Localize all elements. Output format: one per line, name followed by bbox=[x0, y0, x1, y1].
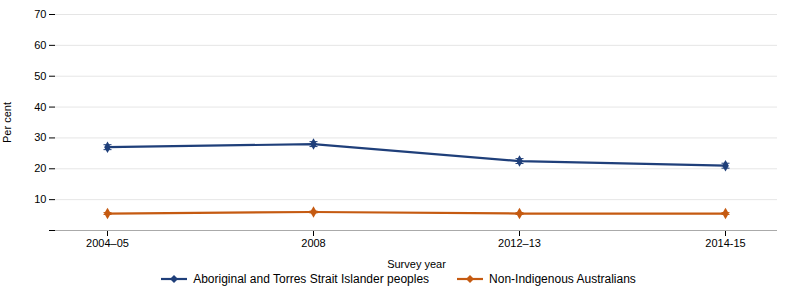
svg-text:2014-15: 2014-15 bbox=[705, 237, 745, 249]
svg-text:2012–13: 2012–13 bbox=[498, 237, 541, 249]
svg-text:40: 40 bbox=[34, 101, 46, 113]
svg-text:2008: 2008 bbox=[301, 237, 325, 249]
svg-text:10: 10 bbox=[34, 193, 46, 205]
svg-text:70: 70 bbox=[34, 8, 46, 20]
svg-text:2004–05: 2004–05 bbox=[86, 237, 129, 249]
svg-text:50: 50 bbox=[34, 70, 46, 82]
svg-text:Per cent: Per cent bbox=[1, 102, 13, 143]
svg-text:60: 60 bbox=[34, 39, 46, 51]
svg-text:30: 30 bbox=[34, 131, 46, 143]
html-text:Non-Indigenous Australians: Non-Indigenous Australians bbox=[489, 272, 636, 286]
html-text:Aboriginal and Torres Strait I: Aboriginal and Torres Strait Islander pe… bbox=[193, 272, 430, 286]
svg-text:Survey year: Survey year bbox=[387, 258, 446, 270]
svg-text:20: 20 bbox=[34, 162, 46, 174]
